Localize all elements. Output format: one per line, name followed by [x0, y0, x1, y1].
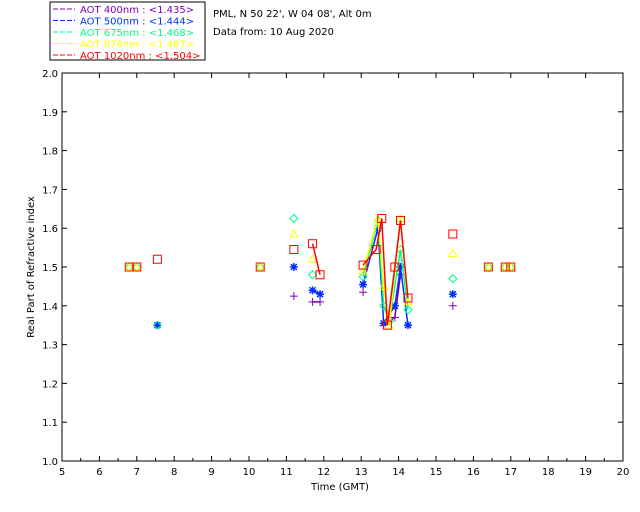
legend-entry: AOT 500nm : <1.444> [80, 17, 194, 28]
x-tick-label: 9 [208, 467, 214, 478]
legend-entry: AOT 870nm : <1.487> [80, 40, 194, 51]
y-tick-label: 1.9 [42, 108, 58, 119]
x-tick-label: 15 [430, 467, 443, 478]
y-tick-label: 1.4 [42, 302, 58, 313]
y-tick-label: 1.1 [42, 418, 58, 429]
data-point-square [382, 320, 392, 330]
data-point-triangle [124, 261, 135, 271]
data-point-asterisk [396, 263, 405, 271]
data-point-square [483, 262, 493, 272]
data-point-asterisk [308, 286, 317, 295]
title-line-2: Data from: 10 Aug 2020 [213, 27, 334, 38]
data-point-triangle [131, 261, 142, 271]
y-tick-label: 1.0 [42, 457, 58, 468]
data-point-square [403, 293, 413, 303]
x-tick-label: 6 [96, 467, 102, 478]
data-point-plus [359, 288, 368, 297]
data-point-square [308, 239, 318, 249]
x-tick-label: 17 [504, 467, 517, 478]
data-point-asterisk [289, 263, 298, 271]
x-tick-label: 20 [617, 467, 630, 478]
series-line [394, 274, 402, 318]
data-point-diamond [448, 273, 458, 284]
data-point-triangle [255, 261, 266, 271]
data-point-square [315, 270, 325, 280]
data-point-square [132, 262, 142, 272]
series-line [375, 218, 383, 250]
data-point-square [390, 262, 400, 272]
series-line [386, 266, 396, 326]
data-point-asterisk [359, 280, 368, 289]
data-point-diamond [152, 320, 163, 330]
y-tick-label: 1.5 [42, 263, 58, 274]
y-tick-label: 1.3 [42, 341, 58, 352]
x-tick-label: 10 [243, 467, 256, 478]
data-point-asterisk [448, 290, 457, 299]
data-point-asterisk [153, 321, 162, 330]
data-point-triangle [358, 265, 368, 275]
x-tick-label: 12 [317, 467, 330, 478]
data-point-asterisk [390, 301, 399, 310]
y-tick-label: 1.6 [42, 224, 58, 235]
data-point-diamond [403, 304, 413, 315]
series-line [311, 243, 321, 275]
data-point-diamond [289, 213, 299, 224]
data-point-plus [289, 292, 298, 301]
series-0 [289, 270, 457, 330]
data-point-square [448, 229, 458, 239]
data-point-triangle [403, 296, 413, 306]
legend-entry: AOT 400nm : <1.435> [80, 5, 194, 16]
data-point-triangle [307, 254, 318, 263]
series-line [394, 220, 402, 268]
data-point-triangle [483, 261, 494, 271]
x-tick-label: 11 [280, 467, 293, 478]
series-line [399, 220, 409, 299]
series-4 [124, 214, 516, 330]
data-point-square [506, 262, 516, 272]
y-tick-label: 1.7 [42, 185, 58, 196]
data-point-square [152, 254, 162, 264]
data-point-square [358, 260, 368, 270]
x-tick-label: 18 [542, 467, 555, 478]
data-point-diamond [307, 270, 318, 280]
x-tick-label: 8 [171, 467, 177, 478]
legend-box [49, 1, 206, 61]
x-tick-label: 16 [467, 467, 480, 478]
data-point-triangle [289, 229, 299, 238]
data-point-square [395, 215, 405, 225]
data-point-square [255, 262, 265, 272]
data-point-asterisk [316, 290, 325, 299]
x-tick-label: 7 [134, 467, 140, 478]
legend-entry: AOT 1020nm : <1.504> [80, 51, 200, 62]
data-point-triangle [447, 248, 458, 257]
y-tick-label: 2.0 [42, 69, 58, 80]
x-tick-label: 19 [579, 467, 592, 478]
data-point-square [377, 214, 387, 223]
data-point-plus [316, 297, 325, 306]
data-point-square [500, 262, 510, 272]
x-tick-label: 5 [59, 467, 65, 478]
data-point-square [124, 262, 134, 272]
y-tick-label: 1.8 [42, 147, 58, 158]
x-tick-label: 14 [392, 467, 405, 478]
y-tick-label: 1.2 [42, 379, 58, 390]
series-line [381, 218, 389, 326]
data-point-plus [308, 297, 317, 306]
series-line [394, 266, 402, 306]
data-point-diamond [358, 271, 368, 282]
y-axis-label: Real Part of Refractive index [26, 196, 37, 338]
x-tick-label: 13 [355, 467, 368, 478]
data-point-square [289, 245, 299, 255]
x-axis-label: Time (GMT) [310, 482, 369, 493]
title-line-1: PML, N 50 22', W 04 08', Alt 0m [213, 9, 372, 20]
data-point-square [371, 245, 381, 255]
plot-frame [61, 72, 624, 462]
series-1 [153, 224, 457, 330]
data-point-plus [390, 313, 399, 322]
data-point-asterisk [403, 321, 412, 330]
series-line [362, 249, 377, 266]
data-point-plus [448, 301, 457, 310]
legend-entry: AOT 675nm : <1.468> [80, 28, 194, 39]
